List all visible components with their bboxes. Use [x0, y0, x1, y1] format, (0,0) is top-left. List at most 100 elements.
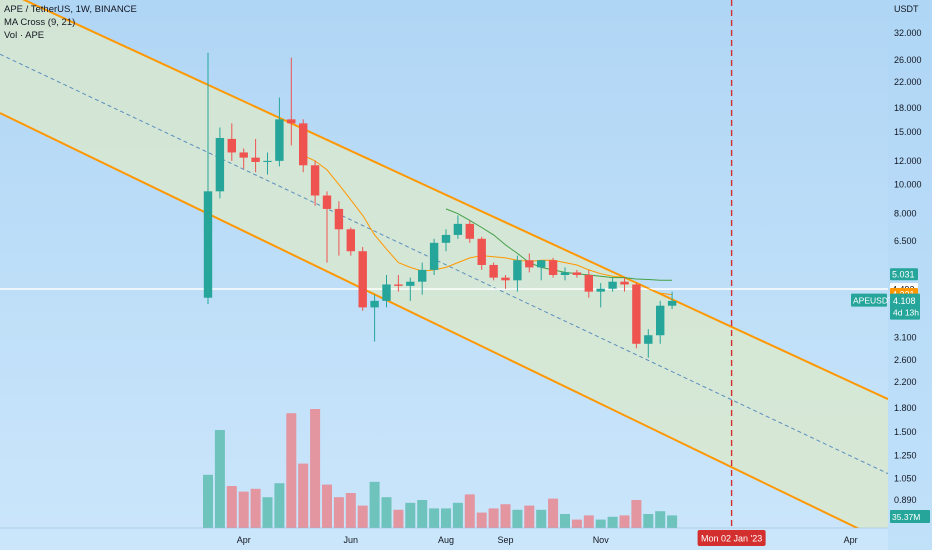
- candle: [572, 269, 582, 278]
- price-tick-label: 3.100: [894, 332, 917, 342]
- candle: [620, 277, 629, 292]
- candle-body: [584, 274, 593, 292]
- price-tick-label: 2.200: [894, 377, 917, 387]
- volume-bar: [524, 505, 535, 528]
- candle-body: [334, 208, 344, 230]
- volume-bar: [560, 514, 570, 528]
- volume-bar: [655, 511, 666, 528]
- candle: [429, 238, 439, 275]
- volume-bar: [571, 519, 582, 528]
- candle-body: [358, 251, 367, 308]
- candle: [453, 215, 463, 239]
- price-tick-label: 8.000: [894, 209, 917, 219]
- volume-bar: [536, 509, 547, 528]
- volume-bar: [226, 486, 237, 528]
- candle-body: [620, 281, 629, 285]
- candle-body: [322, 195, 332, 209]
- candle-body: [239, 152, 248, 158]
- symbol-title[interactable]: APE / TetherUS, 1W, BINANCE: [4, 4, 137, 15]
- ma-slow-line: [445, 208, 673, 281]
- volume-bar: [441, 508, 451, 528]
- candle-body: [477, 238, 486, 265]
- volume-last-tag: [890, 510, 930, 523]
- volume-bar: [643, 514, 654, 528]
- candle: [203, 52, 213, 305]
- candle: [251, 138, 260, 173]
- price-tick-label: 26.000: [894, 55, 922, 65]
- price-tick-label: 32.000: [894, 28, 922, 38]
- candle-body: [572, 272, 582, 275]
- candle-body: [537, 260, 546, 268]
- candle: [644, 329, 653, 358]
- symbol-tag: [851, 293, 887, 307]
- candle-body: [406, 281, 415, 286]
- candle: [489, 262, 498, 281]
- candle-body: [251, 157, 260, 162]
- candle: [596, 283, 605, 308]
- candle: [358, 246, 367, 311]
- time-tick-label: Aug: [438, 535, 454, 545]
- candle: [346, 227, 355, 256]
- candle: [537, 260, 546, 281]
- candle-body: [525, 260, 534, 268]
- candle: [382, 274, 391, 308]
- price-tick-label: 15.000: [894, 127, 922, 137]
- volume-bar: [548, 498, 559, 528]
- price-axis-unit: USDT: [894, 4, 919, 14]
- time-tick-label: Apr: [237, 535, 251, 545]
- volume-bar: [286, 413, 297, 528]
- volume-bar: [203, 474, 213, 528]
- ma-cross-indicator-label[interactable]: MA Cross (9, 21): [4, 17, 76, 28]
- volume-bar: [298, 463, 309, 528]
- time-tick-label: Sep: [497, 535, 513, 545]
- volume-bar: [619, 515, 630, 528]
- candle: [501, 274, 510, 289]
- candle: [477, 236, 486, 270]
- volume-bar: [512, 509, 523, 528]
- volume-bar: [274, 483, 285, 528]
- volume-bars: [203, 409, 678, 528]
- price-tick-label: 22.000: [894, 77, 922, 87]
- legend: APE / TetherUS, 1W, BINANCE MA Cross (9,…: [4, 3, 137, 42]
- candle: [394, 274, 403, 292]
- channel-middle-line: [0, 53, 888, 475]
- volume-bar: [631, 500, 642, 528]
- volume-bar: [250, 488, 261, 528]
- volume-bar: [500, 504, 511, 528]
- candle: [632, 283, 641, 349]
- price-label-tag: [890, 268, 918, 281]
- candle: [263, 152, 272, 175]
- candle-body: [465, 223, 474, 239]
- candle-body: [203, 191, 213, 298]
- time-tick-label: Nov: [593, 535, 610, 545]
- candle-body: [418, 269, 427, 282]
- price-tick-label: 1.250: [894, 451, 917, 461]
- volume-bar: [488, 508, 499, 528]
- candle-body: [632, 284, 641, 344]
- volume-last-text: 35.37M: [892, 512, 920, 522]
- candle-body: [644, 335, 653, 344]
- candle-body: [513, 260, 522, 281]
- candle-body: [560, 272, 570, 275]
- price-tick-label: 10.000: [894, 180, 922, 190]
- volume-indicator-label[interactable]: Vol · APE: [4, 30, 45, 41]
- candle: [287, 57, 296, 146]
- candle: [299, 119, 308, 173]
- candle-body: [227, 138, 236, 153]
- candle-body: [548, 260, 558, 275]
- candle: [441, 229, 451, 252]
- ma-fast-line: [302, 155, 673, 296]
- volume-bar: [476, 512, 487, 528]
- last-price-tag: [890, 293, 920, 320]
- candle-body: [287, 119, 296, 124]
- volume-bar: [322, 484, 332, 528]
- candle-body: [346, 229, 355, 252]
- volume-bar: [607, 516, 618, 528]
- candle: [525, 253, 534, 273]
- volume-bar: [369, 481, 380, 528]
- candle: [548, 257, 558, 278]
- price-tick-label: 0.890: [894, 495, 917, 505]
- candle-body: [394, 284, 403, 286]
